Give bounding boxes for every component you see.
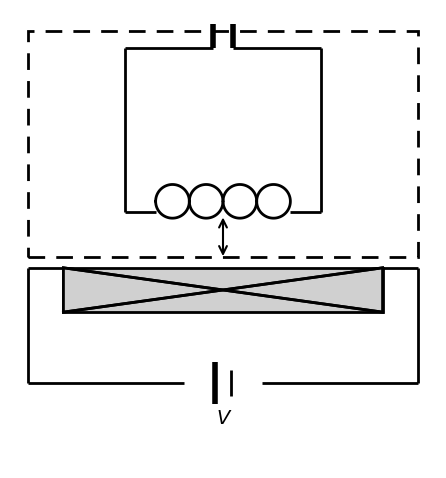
Bar bbox=[63, 268, 383, 312]
Text: V: V bbox=[216, 409, 230, 428]
Polygon shape bbox=[63, 268, 223, 312]
Polygon shape bbox=[223, 268, 383, 312]
